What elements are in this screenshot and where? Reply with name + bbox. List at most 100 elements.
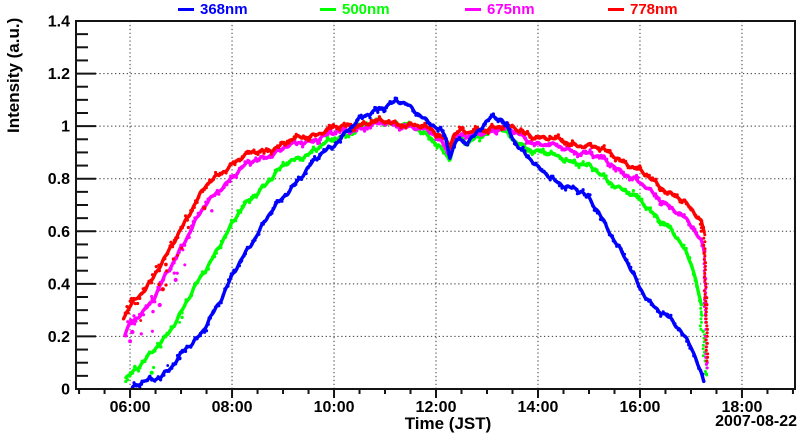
data-dot (668, 191, 673, 195)
data-dot (597, 146, 601, 150)
data-dot (700, 219, 704, 223)
data-dot (154, 265, 158, 269)
data-dot (409, 121, 413, 125)
data-dot (626, 174, 630, 178)
data-dot (189, 345, 193, 349)
data-dot (374, 106, 378, 110)
data-dot (581, 160, 585, 164)
data-dot (262, 151, 266, 155)
data-dot (420, 123, 424, 127)
data-dot (275, 167, 279, 171)
data-dot (540, 168, 544, 172)
data-dot (128, 299, 132, 303)
data-dot (256, 193, 260, 197)
data-dot (399, 126, 403, 130)
data-dot (505, 121, 509, 125)
data-dot (128, 374, 132, 378)
data-dot (150, 297, 154, 301)
data-dot (175, 353, 180, 358)
data-dot (644, 207, 648, 212)
data-dot (647, 173, 651, 177)
data-dot (335, 127, 339, 131)
outlier-dot (176, 253, 180, 257)
data-dot (577, 165, 581, 170)
legend-dash-icon (178, 8, 194, 11)
data-dot (242, 153, 246, 157)
data-dot (703, 254, 707, 258)
data-dot (701, 347, 705, 351)
data-dot (338, 140, 343, 144)
data-dot (549, 149, 553, 153)
series-curve-778nm (124, 119, 707, 334)
data-dot (589, 200, 594, 204)
data-dot (675, 193, 679, 197)
data-dot (702, 229, 706, 233)
data-dot (287, 190, 291, 194)
data-dot (490, 125, 494, 129)
data-dot (602, 144, 606, 148)
data-dot (289, 139, 293, 143)
data-dot (308, 162, 312, 166)
data-dot (525, 129, 530, 134)
data-dot (188, 296, 192, 300)
data-dot (223, 287, 227, 291)
data-dot (679, 330, 683, 334)
data-dot (219, 246, 223, 250)
data-dot (452, 145, 456, 149)
data-dot (529, 158, 533, 162)
data-dot (651, 303, 655, 307)
data-dot (300, 177, 304, 181)
outlier-dot (139, 332, 143, 336)
data-dot (257, 158, 261, 162)
data-dot (126, 311, 130, 315)
data-dot (331, 138, 335, 142)
data-dot (704, 282, 708, 286)
data-dot (670, 318, 674, 322)
data-dot (214, 192, 218, 196)
y-tick-label: 1.2 (48, 66, 70, 83)
data-dot (456, 130, 460, 134)
legend-dash-icon (465, 8, 481, 11)
data-dot (472, 127, 476, 131)
data-dot (191, 287, 195, 291)
data-dot (239, 158, 243, 162)
outlier-dot (164, 283, 168, 287)
data-dot (342, 121, 346, 125)
data-dot (196, 281, 200, 285)
data-dot (235, 267, 239, 271)
data-dot (215, 188, 219, 193)
data-dot (701, 354, 705, 358)
data-dot (135, 316, 140, 320)
data-dot (322, 141, 326, 146)
data-dot (553, 152, 557, 156)
data-dot (319, 151, 323, 155)
data-dot (480, 132, 484, 136)
data-dot (195, 200, 199, 204)
data-dot (180, 226, 184, 230)
data-dot (519, 148, 524, 152)
data-dot (190, 208, 194, 213)
data-dot (704, 317, 708, 321)
data-dot (467, 138, 471, 142)
data-dot (560, 157, 564, 161)
data-dot (187, 213, 191, 217)
data-dot (699, 229, 703, 233)
outlier-dot (210, 209, 214, 213)
data-dot (363, 114, 367, 118)
y-tick-label: 0 (61, 382, 70, 399)
data-dot (204, 200, 208, 204)
data-dot (703, 296, 707, 300)
y-tick-label: 0.2 (48, 329, 70, 346)
data-dot (188, 229, 193, 233)
data-dot (254, 156, 258, 160)
data-dot (185, 218, 189, 222)
data-dot (463, 141, 467, 145)
data-dot (258, 150, 262, 154)
data-dot (192, 205, 196, 209)
data-dot (287, 141, 291, 145)
data-dot (365, 112, 370, 116)
data-dot (157, 269, 161, 273)
data-dot (342, 132, 346, 137)
